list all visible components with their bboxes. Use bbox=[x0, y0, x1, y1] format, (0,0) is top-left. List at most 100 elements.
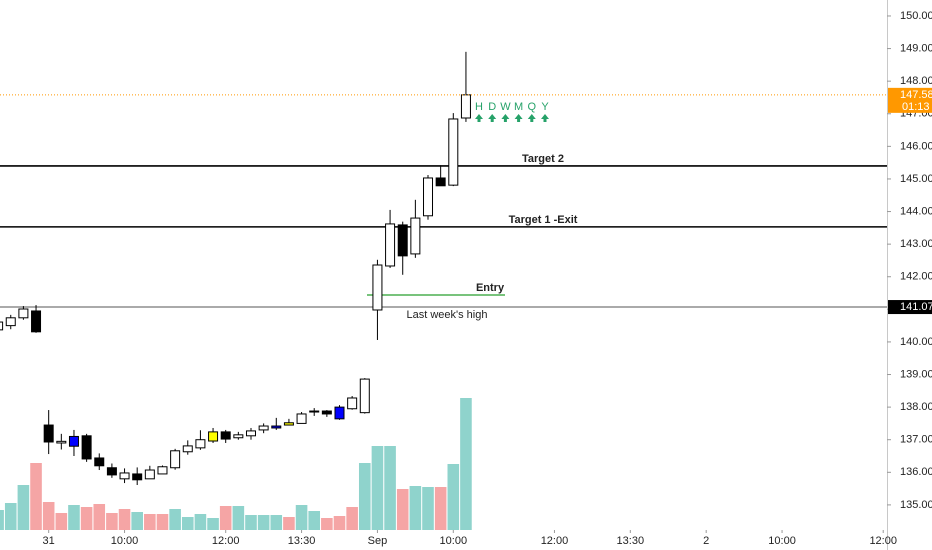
mtf-label: W bbox=[500, 101, 511, 113]
volume-bar bbox=[181, 517, 194, 530]
volume-bar bbox=[283, 517, 295, 530]
volume-bar bbox=[346, 507, 358, 530]
volume-bar bbox=[409, 486, 422, 530]
mtf-label: M bbox=[514, 101, 523, 113]
volume-bar bbox=[55, 513, 68, 530]
volume-bar bbox=[0, 510, 4, 530]
mtf-label: D bbox=[488, 101, 496, 113]
y-tick-label: 135.00 bbox=[900, 499, 932, 511]
volume-bar bbox=[194, 514, 207, 530]
candle-body bbox=[245, 430, 256, 437]
volume-bar bbox=[245, 515, 257, 530]
candle-body bbox=[182, 445, 193, 453]
candle-body bbox=[397, 224, 408, 257]
candle-body bbox=[435, 177, 446, 187]
volume-bar bbox=[232, 506, 245, 530]
volume-bar bbox=[17, 485, 30, 530]
candle-body bbox=[460, 94, 471, 119]
y-tick-label: 150.00 bbox=[900, 10, 932, 22]
candle-body bbox=[18, 308, 29, 319]
volume-bar bbox=[270, 515, 283, 530]
candle-body bbox=[5, 317, 16, 327]
candle-body bbox=[195, 439, 206, 449]
candle-body bbox=[385, 223, 396, 267]
volume-bar bbox=[4, 503, 17, 530]
mtf-arrow bbox=[488, 114, 497, 122]
y-tick-label: 142.00 bbox=[900, 271, 932, 283]
candle-body bbox=[81, 435, 92, 460]
y-tick-label: 139.00 bbox=[900, 368, 932, 380]
candle-body bbox=[271, 425, 282, 429]
volume-bar bbox=[30, 463, 42, 530]
candle-body bbox=[347, 397, 358, 410]
candle-body bbox=[68, 435, 79, 447]
countdown-label: 01:13 bbox=[902, 101, 930, 113]
y-tick-label: 140.00 bbox=[900, 336, 932, 348]
x-tick-label: 10:00 bbox=[768, 535, 796, 547]
volume-bar bbox=[371, 446, 384, 530]
volume-bar bbox=[333, 516, 346, 530]
volume-bar bbox=[207, 518, 219, 530]
level-label: Target 2 bbox=[522, 153, 564, 165]
volume-bar bbox=[447, 464, 460, 530]
last-week-high-label: 141.07 bbox=[900, 301, 932, 313]
x-tick-label: 10:00 bbox=[440, 535, 468, 547]
y-tick-label: 149.00 bbox=[900, 42, 932, 54]
mtf-label: H bbox=[475, 101, 483, 113]
y-tick-label: 136.00 bbox=[900, 466, 932, 478]
volume-bar bbox=[321, 518, 333, 530]
volume-bar bbox=[219, 506, 232, 530]
volume-bar bbox=[106, 513, 118, 530]
candle-body bbox=[31, 310, 42, 333]
candle-body bbox=[106, 467, 117, 476]
volume-bar bbox=[68, 505, 80, 530]
x-tick-label: 13:30 bbox=[617, 535, 645, 547]
last-price-box bbox=[888, 87, 932, 113]
y-tick-label: 143.00 bbox=[900, 238, 932, 250]
mtf-arrow bbox=[475, 114, 483, 122]
candle-body bbox=[423, 177, 434, 217]
volume-bar bbox=[434, 487, 447, 530]
candle-body bbox=[410, 217, 421, 255]
volume-bar bbox=[93, 504, 106, 530]
volume-bar bbox=[358, 463, 371, 530]
last-price-label: 147.58 bbox=[900, 89, 932, 101]
x-tick-label: 12:00 bbox=[212, 535, 240, 547]
y-tick-label: 137.00 bbox=[900, 434, 932, 446]
volume-bar bbox=[156, 514, 169, 530]
volume-bar bbox=[460, 398, 472, 530]
candle-body bbox=[56, 440, 67, 444]
candle-body bbox=[94, 457, 105, 467]
y-tick-label: 138.00 bbox=[900, 401, 932, 413]
candle-body bbox=[334, 406, 345, 420]
y-tick-label: 144.00 bbox=[900, 205, 932, 217]
mtf-arrow bbox=[514, 114, 523, 122]
x-tick-label: 12:00 bbox=[541, 535, 569, 547]
candle-body bbox=[372, 264, 383, 311]
volume-bar bbox=[384, 446, 396, 530]
candle-body bbox=[233, 434, 244, 439]
candle-body bbox=[0, 321, 4, 331]
candle-body bbox=[119, 472, 130, 480]
candle-body bbox=[309, 410, 320, 413]
candle-body bbox=[157, 466, 168, 475]
x-tick-label: 31 bbox=[43, 535, 55, 547]
mtf-arrow bbox=[541, 114, 549, 122]
x-tick-label: 12:00 bbox=[869, 535, 897, 547]
level-label: Target 1 -Exit bbox=[509, 214, 578, 226]
candle-body bbox=[144, 469, 155, 480]
mtf-arrow bbox=[527, 114, 536, 122]
mtf-arrow bbox=[501, 114, 510, 122]
candle-body bbox=[321, 410, 332, 415]
y-tick-label: 145.00 bbox=[900, 173, 932, 185]
volume-bar bbox=[80, 507, 93, 530]
volume-bar bbox=[131, 512, 143, 530]
last-week-high-box bbox=[888, 300, 932, 315]
candle-body bbox=[359, 378, 370, 414]
candle-body bbox=[132, 473, 143, 481]
x-tick-label: 2 bbox=[703, 535, 709, 547]
volume-bar bbox=[118, 509, 131, 530]
candle-body bbox=[448, 118, 459, 186]
candle-body bbox=[220, 431, 231, 440]
